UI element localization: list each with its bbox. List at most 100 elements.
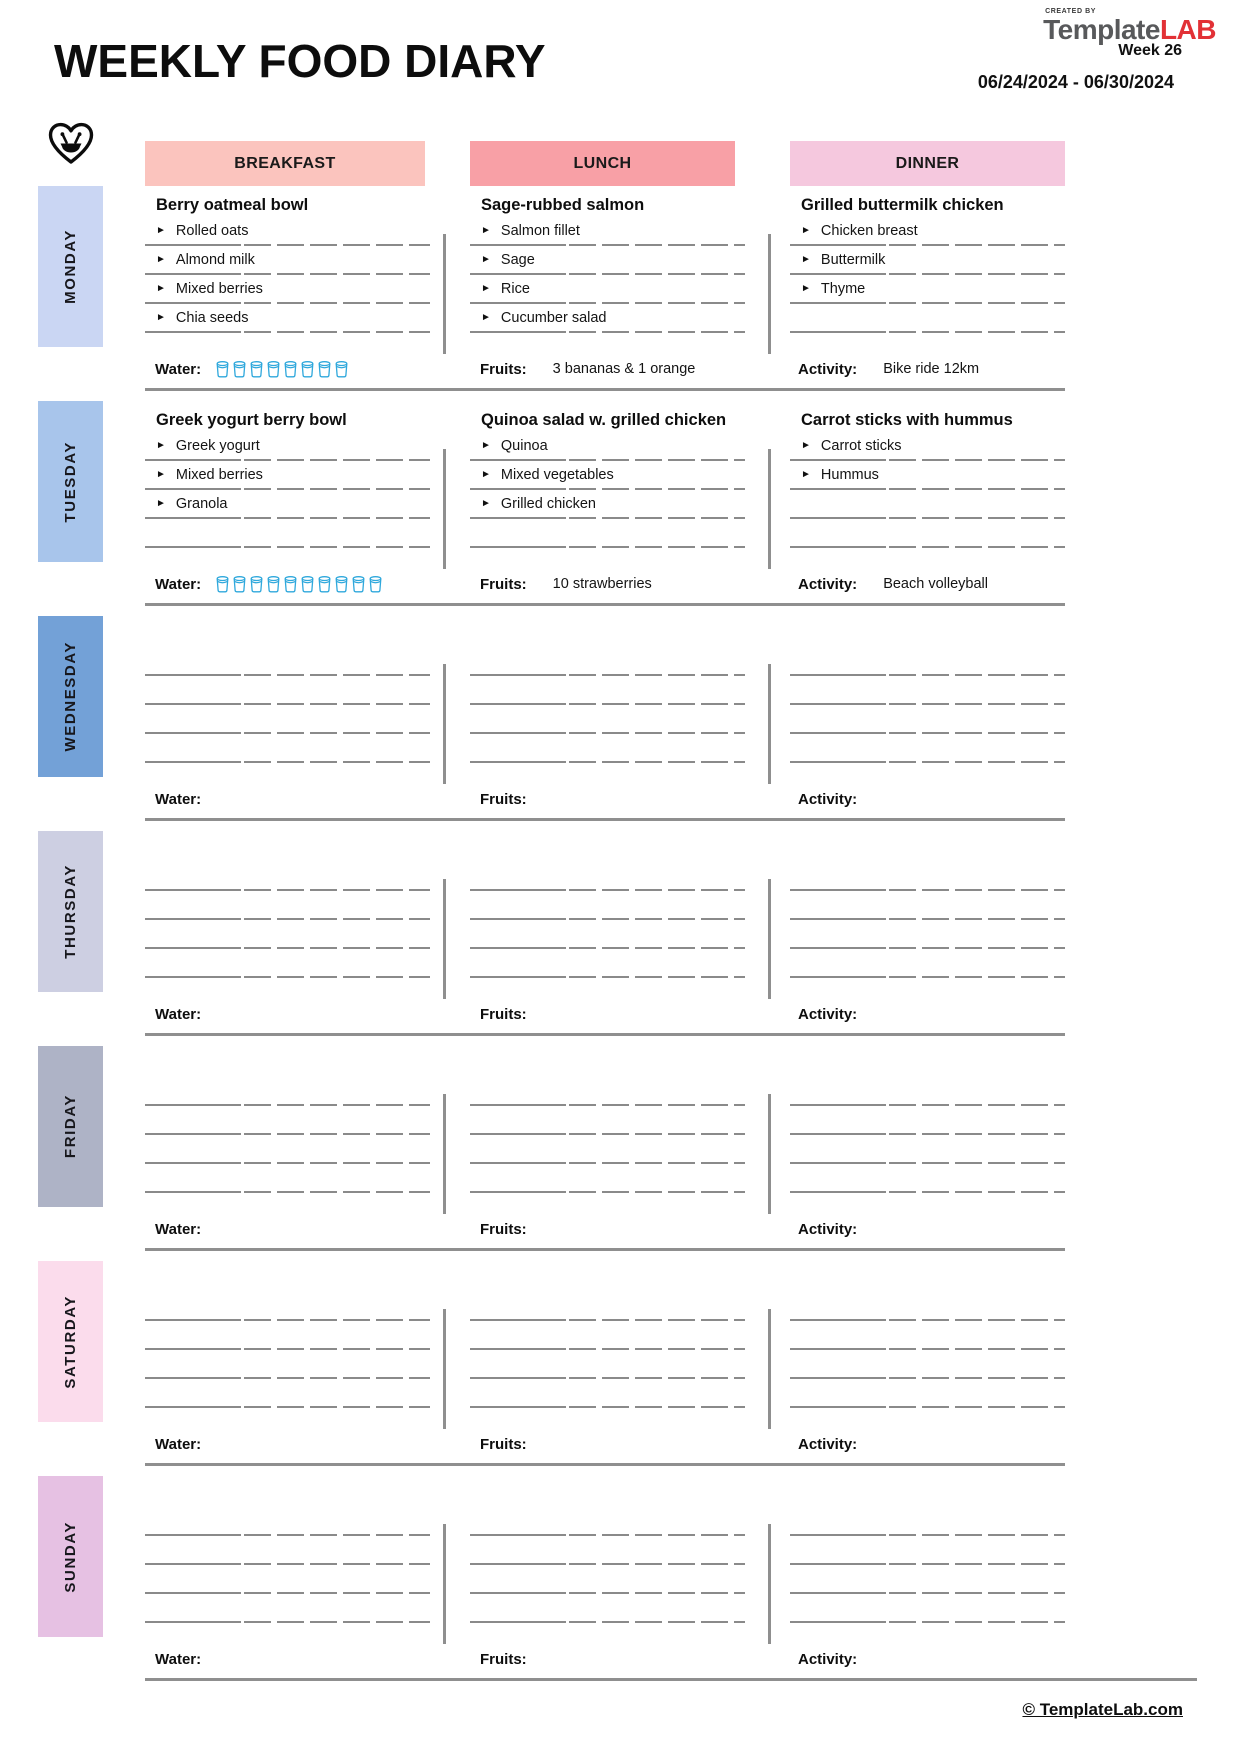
writing-line (145, 946, 430, 949)
meal-line-row (790, 1138, 1065, 1167)
meal-title (470, 1050, 745, 1080)
meal-line-row (790, 708, 1065, 737)
meal-line-row (790, 650, 1065, 679)
activity-label: Activity: (798, 1005, 858, 1023)
meal-title (790, 1265, 1065, 1295)
writing-line (470, 1405, 745, 1408)
writing-line (470, 917, 745, 920)
column-divider (443, 664, 446, 784)
meal-dinner (790, 620, 1065, 766)
column-divider (768, 664, 771, 784)
writing-line (145, 1533, 430, 1536)
fruits-value: 3 bananas & 1 orange (552, 361, 696, 377)
writing-line (470, 702, 745, 705)
meal-line-row (790, 679, 1065, 708)
water-cup-icon (284, 360, 297, 378)
water-section: Water: (155, 1214, 216, 1244)
meal-title (145, 620, 430, 650)
meal-line-row (790, 1539, 1065, 1568)
writing-line (470, 1620, 745, 1623)
column-divider (443, 449, 446, 569)
activity-section: Activity: (798, 1214, 883, 1244)
meal-item-label: Grilled chicken (500, 496, 596, 512)
meal-line-row (470, 1324, 745, 1353)
meal-line-row: ► Cucumber salad (470, 307, 745, 336)
date-range: 06/24/2024 - 06/30/2024 (977, 72, 1174, 92)
day-label: THURSDAY (38, 831, 103, 992)
meal-item-label: Mixed berries (175, 281, 263, 297)
writing-line (790, 946, 1065, 949)
writing-line (470, 487, 745, 490)
bullet-icon: ► (156, 312, 166, 323)
activity-label: Activity: (798, 575, 858, 593)
meal-dinner (790, 835, 1065, 981)
meal-line-row (790, 1568, 1065, 1597)
writing-line (790, 1347, 1065, 1350)
brand-name-gray: Template (1043, 14, 1160, 45)
meal-title (470, 1480, 745, 1510)
activity-label: Activity: (798, 1650, 858, 1668)
brand-name: TemplateLAB (1043, 14, 1216, 45)
water-cup-icon (335, 575, 348, 593)
writing-line (470, 731, 745, 734)
writing-line (145, 1405, 430, 1408)
meal-breakfast: Greek yogurt berry bowl ► Greek yogurt ► Mix… (145, 405, 430, 551)
bullet-icon: ► (156, 254, 166, 265)
writing-line (470, 272, 745, 275)
meal-line-row (790, 522, 1065, 551)
copyright-link[interactable]: © TemplateLab.com (1022, 1700, 1183, 1719)
column-header-breakfast: BREAKFAST (145, 141, 425, 186)
day-separator (145, 603, 1065, 606)
writing-line (790, 702, 1065, 705)
meal-line-row (145, 1080, 430, 1109)
meal-line-row (145, 1295, 430, 1324)
meal-line-row (470, 1295, 745, 1324)
brand-logo: CREATED BY TemplateLAB (1043, 8, 1216, 44)
writing-line (145, 458, 430, 461)
writing-line (470, 516, 745, 519)
writing-line (145, 1562, 430, 1565)
day-name: MONDAY (62, 229, 79, 304)
bullet-icon: ► (481, 440, 491, 451)
writing-line (470, 458, 745, 461)
day-label: TUESDAY (38, 401, 103, 562)
meal-line-row (145, 737, 430, 766)
meal-line-row (790, 1510, 1065, 1539)
writing-line (145, 516, 430, 519)
meal-item-label: Chicken breast (820, 223, 918, 239)
meal-lunch (470, 620, 745, 766)
meal-lunch (470, 1050, 745, 1196)
writing-line (145, 673, 430, 676)
meal-line-row (145, 1167, 430, 1196)
bullet-icon: ► (801, 469, 811, 480)
writing-line (790, 272, 1065, 275)
writing-line (145, 760, 430, 763)
day-separator (145, 388, 1065, 391)
bullet-icon: ► (481, 283, 491, 294)
writing-line (145, 301, 430, 304)
meal-line-row (470, 865, 745, 894)
meal-title: Sage-rubbed salmon (481, 195, 645, 214)
writing-line (790, 243, 1065, 246)
meal-item-label: Mixed vegetables (500, 467, 614, 483)
fruits-label: Fruits: (480, 790, 527, 808)
writing-line (145, 272, 430, 275)
bullet-icon: ► (481, 225, 491, 236)
meal-line-row (790, 865, 1065, 894)
water-cup-icon (352, 575, 365, 593)
day-name: WEDNESDAY (62, 641, 79, 752)
meal-line-row (790, 952, 1065, 981)
writing-line (790, 888, 1065, 891)
writing-line (145, 330, 430, 333)
meal-item: ► Greek yogurt (156, 438, 260, 454)
day-label: SUNDAY (38, 1476, 103, 1637)
meal-title: Grilled buttermilk chicken (801, 195, 1004, 214)
bullet-icon: ► (801, 225, 811, 236)
writing-line (790, 673, 1065, 676)
writing-line (790, 1161, 1065, 1164)
meal-line-row (470, 1597, 745, 1626)
meal-dinner (790, 1265, 1065, 1411)
bullet-icon: ► (801, 440, 811, 451)
meal-item-label: Greek yogurt (175, 438, 260, 454)
day-separator (145, 1678, 1197, 1681)
